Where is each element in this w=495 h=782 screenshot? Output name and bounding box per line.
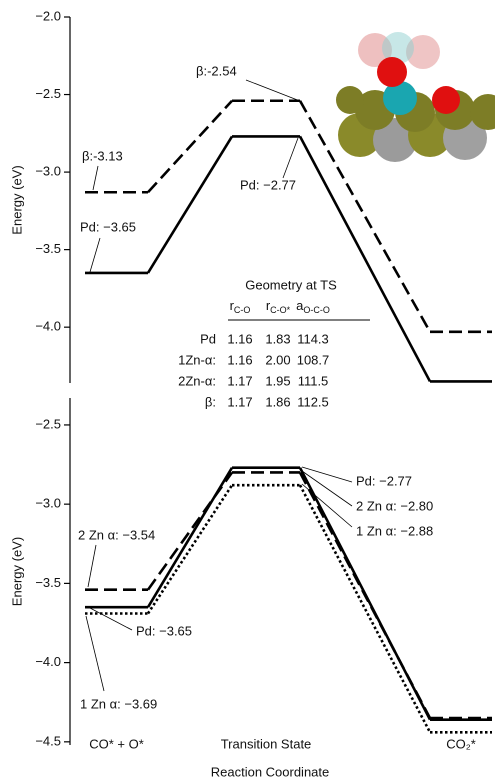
leader-line <box>86 616 104 691</box>
table-row-label: 1Zn-α: <box>178 352 216 367</box>
y-tick-label: −3.5 <box>35 241 61 256</box>
y-tick-label: −3.0 <box>35 164 61 179</box>
y-tick-label: −3.5 <box>35 575 61 590</box>
y-tick-label: −4.0 <box>35 654 61 669</box>
table-cell: 1.17 <box>227 373 252 388</box>
value-label: 2 Zn α: −3.54 <box>78 527 155 542</box>
header-subscript: C-O <box>234 305 251 315</box>
table-cell: 1.83 <box>265 331 290 346</box>
y-tick-label: −2.5 <box>35 86 61 101</box>
header-subscript: O-C-O <box>303 305 330 315</box>
leader-line <box>302 467 352 482</box>
figure: −2.0 −2.5 −3.0 −3.5 −4.0 Energy (eV) β:-3.13 β:… <box>0 0 495 782</box>
molecule-inset <box>336 32 495 162</box>
value-label: 2 Zn α: −2.80 <box>356 498 433 513</box>
table-cell: 2.00 <box>265 352 290 367</box>
value-label: β:-3.13 <box>82 148 123 163</box>
table-header: rC-O* <box>266 298 291 315</box>
header-subscript: C-O* <box>270 305 290 315</box>
table-cell: 108.7 <box>297 352 330 367</box>
table-cell: 1.17 <box>227 394 252 409</box>
leader-line <box>93 166 98 190</box>
table-cell: 112.5 <box>297 394 329 409</box>
leader-line <box>246 80 300 101</box>
value-label: 1 Zn α: −2.88 <box>356 523 433 538</box>
connector <box>300 485 430 732</box>
x-tick-label: Transition State <box>221 736 312 751</box>
y-tick-label: −4.5 <box>35 733 61 748</box>
value-label: β:-2.54 <box>196 63 237 78</box>
leader-line <box>88 545 96 587</box>
table-cell: 1.16 <box>227 352 252 367</box>
y-tick-label: −3.0 <box>35 496 61 511</box>
table-row-label: Pd <box>200 331 216 346</box>
leader-line <box>90 608 132 630</box>
y-tick-label: −4.0 <box>35 319 61 334</box>
table-row-label: 2Zn-α: <box>178 373 216 388</box>
table-header: aO-C-O <box>296 298 330 315</box>
y-tick-label: −2.5 <box>35 416 61 431</box>
x-axis-title: Reaction Coordinate <box>211 764 330 779</box>
table-cell: 1.16 <box>227 331 252 346</box>
y-axis-title: Energy (eV) <box>9 537 24 606</box>
table-cell: 1.95 <box>265 373 290 388</box>
y-tick-label: −2.0 <box>35 8 61 23</box>
value-label: Pd: −3.65 <box>136 623 192 638</box>
value-label: 1 Zn α: −3.69 <box>80 696 157 711</box>
x-tick-label: CO₂* <box>446 736 476 751</box>
connector <box>148 101 232 192</box>
value-label: Pd: −3.65 <box>80 219 136 234</box>
value-label: Pd: −2.77 <box>240 177 296 192</box>
leader-line <box>283 138 298 178</box>
value-label: Pd: −2.77 <box>356 473 412 488</box>
x-tick-label: CO* + O* <box>89 736 144 751</box>
connector <box>148 136 232 272</box>
table-cell: 111.5 <box>298 373 329 388</box>
table-cell: 114.3 <box>297 331 329 346</box>
table-row-label: β: <box>205 394 216 409</box>
y-axis-title: Energy (eV) <box>9 165 24 234</box>
table-header: rC-O <box>230 298 251 315</box>
table-title: Geometry at TS <box>245 277 337 292</box>
table-cell: 1.86 <box>265 394 290 409</box>
connector <box>148 485 232 613</box>
connector <box>148 472 232 589</box>
leader-line <box>90 238 100 272</box>
